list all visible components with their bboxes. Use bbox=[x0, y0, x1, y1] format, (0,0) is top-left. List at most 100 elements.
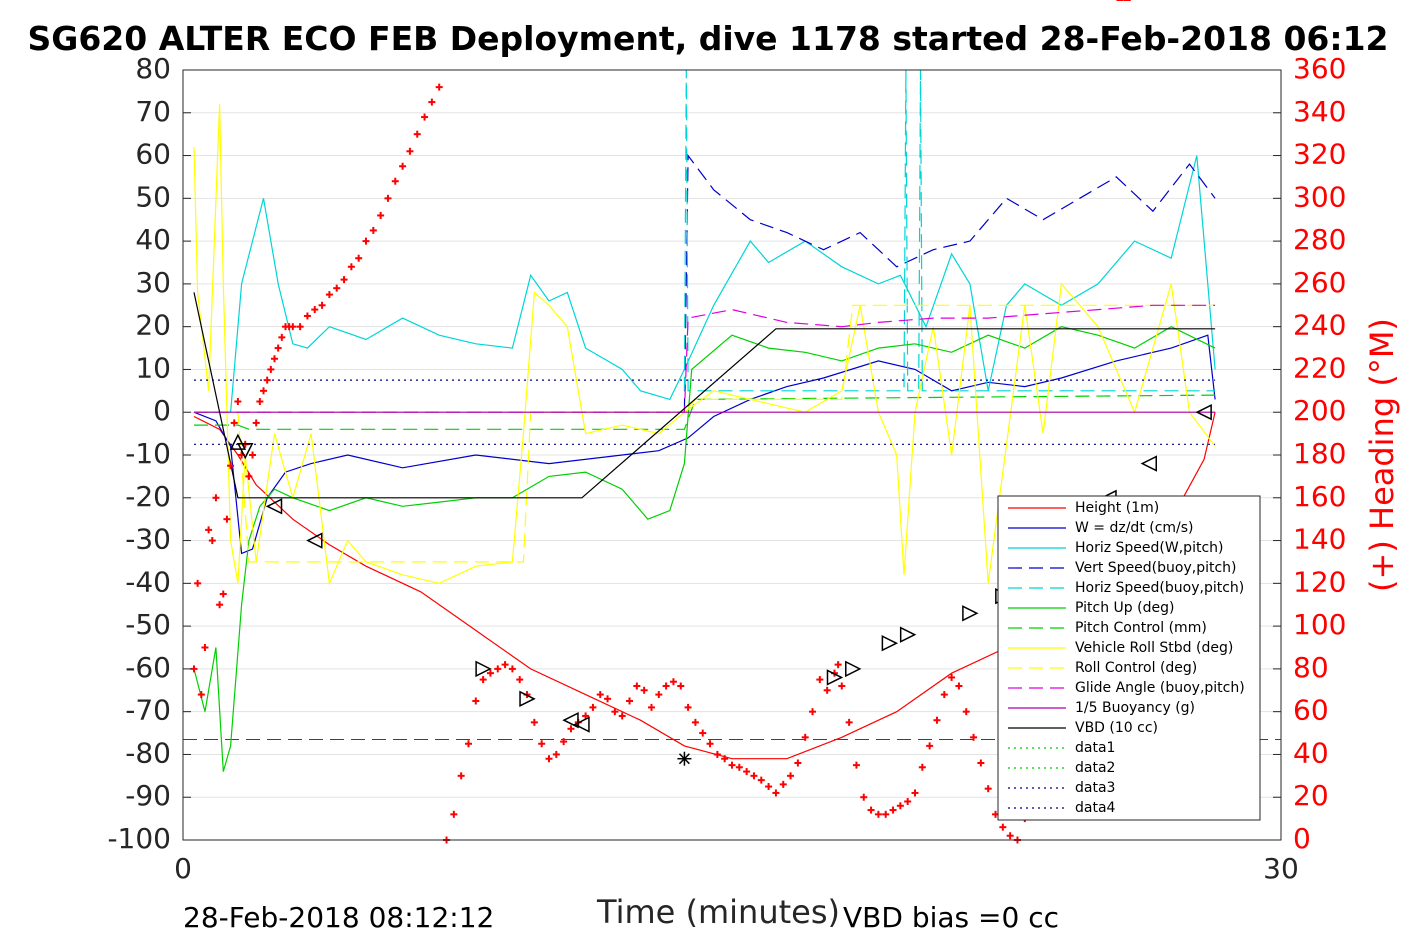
turn-marker bbox=[826, 669, 844, 686]
legend-label: data4 bbox=[1075, 800, 1116, 816]
legend-entry: Horiz Speed(buoy,pitch) bbox=[1008, 580, 1244, 596]
heading-point bbox=[633, 682, 641, 690]
right-tick-label: 0 bbox=[1293, 822, 1311, 855]
legend-label: Pitch Control (mm) bbox=[1075, 620, 1207, 636]
legend-entry: Roll Control (deg) bbox=[1008, 660, 1197, 676]
heading-point bbox=[271, 355, 278, 363]
legend: Height (1m) W = dz/dt (cm/s) Horiz Speed(W… bbox=[997, 495, 1261, 821]
right-tick-label: 100 bbox=[1293, 608, 1346, 641]
turn-marker bbox=[475, 660, 492, 678]
heading-point bbox=[647, 703, 655, 711]
heading-point bbox=[377, 211, 385, 219]
right-tick-label: 180 bbox=[1293, 437, 1346, 470]
heading-point bbox=[860, 793, 868, 801]
legend-entry: Height (1m) bbox=[1008, 500, 1159, 516]
legend-box bbox=[997, 495, 1261, 821]
heading-point bbox=[662, 682, 670, 690]
left-tick-label: -100 bbox=[107, 822, 171, 855]
heading-point bbox=[889, 806, 897, 814]
turn-marker bbox=[899, 626, 917, 643]
heading-point bbox=[486, 669, 494, 677]
legend-entry: Glide Angle (buoy,pitch) bbox=[1008, 680, 1245, 696]
left-tick-label: -20 bbox=[125, 480, 171, 513]
left-tick-label: 0 bbox=[153, 394, 171, 427]
series-line-10 bbox=[194, 304, 1216, 413]
legend-label: Vert Speed(buoy,pitch) bbox=[1075, 560, 1237, 576]
left-tick-label: 60 bbox=[135, 138, 171, 171]
heading-point bbox=[205, 526, 213, 534]
turn-marker bbox=[881, 635, 899, 652]
heading-point bbox=[801, 733, 809, 741]
legend-label: W = dz/dt (cm/s) bbox=[1075, 520, 1194, 536]
heading-point bbox=[249, 451, 257, 459]
heading-point bbox=[655, 691, 663, 699]
heading-point bbox=[219, 590, 227, 598]
legend-label: Glide Angle (buoy,pitch) bbox=[1075, 680, 1245, 696]
heading-point bbox=[325, 291, 333, 299]
heading-point bbox=[311, 306, 319, 314]
right-tick-label: 80 bbox=[1293, 651, 1329, 684]
left-tick-label: -70 bbox=[125, 694, 171, 727]
heading-point bbox=[406, 147, 414, 155]
right-axis-label: (+) Heading (°M) bbox=[1363, 318, 1401, 592]
series-lines bbox=[193, 69, 1216, 772]
heading-point bbox=[450, 810, 458, 818]
series-line-7 bbox=[194, 394, 1216, 430]
heading-point bbox=[977, 759, 985, 767]
heading-point bbox=[227, 462, 235, 470]
heading-point bbox=[896, 802, 904, 810]
heading-point bbox=[208, 537, 216, 545]
series-line-12 bbox=[193, 292, 1216, 499]
heading-point bbox=[384, 194, 392, 202]
heading-point bbox=[779, 780, 787, 788]
heading-point bbox=[757, 776, 765, 784]
right-tick-label: 40 bbox=[1293, 736, 1329, 769]
heading-point bbox=[278, 333, 286, 341]
heading-point bbox=[984, 785, 992, 793]
heading-point bbox=[721, 755, 729, 763]
heading-point bbox=[918, 763, 926, 771]
heading-point bbox=[501, 661, 509, 669]
right-tick-label: 280 bbox=[1293, 223, 1346, 256]
turn-marker bbox=[229, 433, 247, 450]
left-axis-ticks: 80 70 60 50 40 30 20 10 0 -10 -20 -30 -40 -50 -60 -70 -8… bbox=[107, 52, 191, 855]
heading-point bbox=[713, 750, 721, 758]
heading-point bbox=[355, 254, 363, 262]
turn-marker bbox=[265, 498, 283, 515]
right-tick-label: 60 bbox=[1293, 694, 1329, 727]
series-line-8 bbox=[193, 104, 1216, 586]
heading-point bbox=[677, 682, 685, 690]
legend-entry: data1 bbox=[1008, 740, 1115, 756]
legend-entry: VBD (10 cc) bbox=[1008, 720, 1158, 736]
heading-point bbox=[882, 810, 890, 818]
legend-label: Pitch Up (deg) bbox=[1075, 600, 1174, 616]
heading-point bbox=[190, 665, 198, 673]
legend-label: data1 bbox=[1075, 740, 1115, 756]
heading-point bbox=[340, 276, 348, 284]
heading-point bbox=[333, 284, 341, 292]
legend-label: data2 bbox=[1075, 760, 1115, 776]
heading-point bbox=[582, 712, 590, 720]
heading-point bbox=[845, 718, 853, 726]
heading-point bbox=[706, 740, 714, 748]
heading-point bbox=[794, 759, 802, 767]
heading-point bbox=[560, 738, 568, 746]
right-tick-label: 160 bbox=[1293, 480, 1346, 513]
left-tick-label: 40 bbox=[135, 223, 171, 256]
left-tick-label: 70 bbox=[135, 95, 171, 128]
legend-label: data3 bbox=[1075, 780, 1115, 796]
heading-point bbox=[735, 763, 743, 771]
heading-point bbox=[545, 755, 553, 763]
heading-point bbox=[303, 312, 311, 320]
heading-point bbox=[362, 237, 370, 245]
right-tick-label: 260 bbox=[1293, 266, 1346, 299]
heading-point bbox=[962, 708, 970, 716]
x-axis-label: Time (minutes) bbox=[596, 893, 840, 931]
left-tick-label: 80 bbox=[135, 52, 171, 85]
left-tick-label: -10 bbox=[125, 437, 171, 470]
heading-point bbox=[933, 716, 941, 724]
heading-point bbox=[787, 772, 795, 780]
heading-point bbox=[552, 750, 560, 758]
heading-point bbox=[230, 419, 238, 427]
heading-point bbox=[494, 665, 502, 673]
